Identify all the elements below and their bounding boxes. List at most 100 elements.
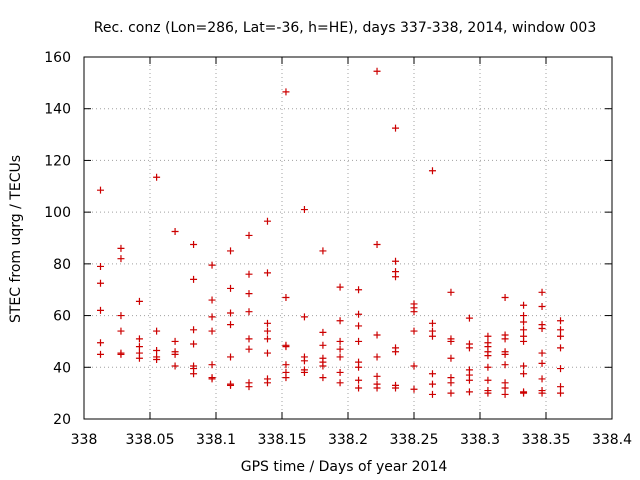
x-tick-label: 338.15 — [258, 432, 307, 448]
data-point — [557, 344, 565, 352]
data-point — [410, 308, 418, 316]
data-point — [300, 206, 308, 214]
x-tick-label: 338.25 — [390, 432, 439, 448]
data-point — [336, 283, 344, 291]
data-point — [465, 376, 473, 384]
data-point — [520, 326, 528, 334]
data-point — [484, 363, 492, 371]
data-point — [428, 332, 436, 340]
data-point — [465, 388, 473, 396]
y-tick-label: 40 — [53, 360, 71, 376]
data-point — [153, 173, 161, 181]
data-point — [501, 390, 509, 398]
data-point — [336, 345, 344, 353]
data-point — [447, 354, 455, 362]
data-point — [520, 318, 528, 326]
data-point — [227, 321, 235, 329]
data-point — [227, 381, 235, 389]
data-point — [428, 370, 436, 378]
data-point — [319, 362, 327, 370]
data-point — [245, 345, 253, 353]
data-point — [484, 352, 492, 360]
x-tick-label: 338.3 — [460, 432, 500, 448]
data-point — [373, 67, 381, 75]
x-tick-label: 338.35 — [522, 432, 571, 448]
data-point — [263, 335, 271, 343]
grid — [84, 57, 612, 419]
data-point — [410, 362, 418, 370]
data-point — [557, 389, 565, 397]
data-point — [97, 262, 104, 270]
data-point — [355, 310, 363, 318]
data-point — [538, 288, 546, 296]
data-point — [208, 327, 216, 335]
data-point — [392, 257, 400, 265]
data-point — [392, 384, 400, 392]
data-point — [135, 343, 143, 351]
data-point — [447, 337, 455, 345]
data-point — [300, 313, 308, 321]
data-point — [208, 296, 216, 304]
data-point — [465, 314, 473, 322]
data-point — [447, 389, 455, 397]
data-point — [538, 389, 546, 397]
data-point — [520, 362, 528, 370]
data-point — [319, 247, 327, 255]
data-point — [355, 337, 363, 345]
data-point — [227, 247, 235, 255]
data-point — [557, 326, 565, 334]
data-point — [190, 240, 198, 248]
data-point — [538, 303, 546, 311]
data-point — [355, 363, 363, 371]
y-tick-label: 80 — [53, 257, 71, 273]
data-point — [117, 244, 125, 252]
data-point — [227, 309, 235, 317]
data-point — [336, 317, 344, 325]
data-point — [171, 337, 179, 345]
data-point — [135, 335, 143, 343]
data-point — [245, 383, 253, 391]
data-point — [135, 297, 143, 305]
data-point — [153, 356, 161, 364]
data-point — [117, 350, 125, 358]
data-point — [538, 375, 546, 383]
data-point — [190, 370, 198, 378]
data-point — [557, 332, 565, 340]
data-point — [319, 374, 327, 382]
data-point — [520, 337, 528, 345]
data-point — [520, 389, 528, 397]
x-tick-label: 338 — [71, 432, 98, 448]
data-point — [428, 390, 436, 398]
data-point — [117, 327, 125, 335]
data-point — [171, 228, 179, 236]
data-point — [171, 362, 179, 370]
data-point — [97, 350, 104, 358]
data-point — [428, 380, 436, 388]
data-point — [355, 286, 363, 294]
data-point — [501, 335, 509, 343]
data-point — [392, 348, 400, 356]
data-point — [557, 365, 565, 373]
y-tick-label: 60 — [53, 309, 71, 325]
data-point — [153, 327, 161, 335]
data-point — [171, 350, 179, 358]
data-point — [190, 340, 198, 348]
data-point — [538, 325, 546, 332]
x-tick-label: 338.1 — [196, 432, 236, 448]
data-point — [208, 261, 216, 269]
data-point — [520, 370, 528, 378]
data-point — [97, 186, 104, 194]
data-point — [319, 341, 327, 349]
data-point — [208, 313, 216, 321]
data-point — [373, 353, 381, 361]
data-point — [520, 301, 528, 309]
data-point — [117, 255, 125, 263]
data-point — [484, 389, 492, 397]
data-point — [484, 332, 492, 340]
x-axis-label: GPS time / Days of year 2014 — [241, 459, 448, 475]
data-point — [263, 319, 271, 327]
data-point — [282, 361, 290, 369]
y-tick-label: 20 — [53, 412, 71, 428]
data-point — [355, 384, 363, 392]
data-point — [373, 331, 381, 339]
